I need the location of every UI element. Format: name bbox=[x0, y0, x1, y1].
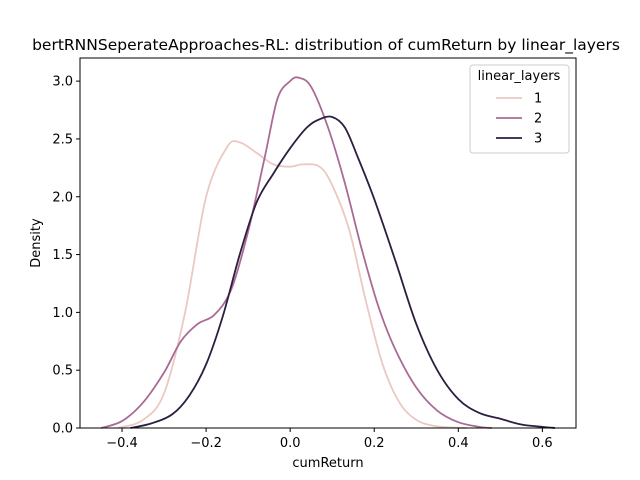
x-tick-label: 0.2 bbox=[364, 436, 385, 451]
y-tick-label: 1.0 bbox=[52, 306, 73, 321]
legend: linear_layers 1 2 3 bbox=[469, 64, 570, 154]
legend-box bbox=[469, 64, 570, 154]
x-axis: −0.4 −0.2 0.0 0.2 0.4 0.6 bbox=[106, 428, 553, 451]
y-tick-label: 2.0 bbox=[52, 190, 73, 205]
legend-label-1: 1 bbox=[534, 92, 542, 107]
x-tick-label: 0.4 bbox=[448, 436, 469, 451]
series-line-2 bbox=[100, 76, 493, 429]
legend-title: linear_layers bbox=[478, 69, 561, 84]
y-axis: 0.0 0.5 1.0 1.5 2.0 2.5 3.0 bbox=[52, 75, 80, 437]
series-line-1 bbox=[117, 140, 467, 429]
y-tick-label: 1.5 bbox=[52, 248, 73, 263]
plot-frame bbox=[79, 57, 577, 429]
chart-title: bertRNNSeperateApproaches-RL: distributi… bbox=[32, 36, 620, 55]
x-tick-label: 0.0 bbox=[280, 436, 301, 451]
x-tick-label: 0.6 bbox=[532, 436, 553, 451]
y-tick-label: 2.5 bbox=[52, 132, 73, 147]
x-tick-label: −0.2 bbox=[190, 436, 222, 451]
y-tick-label: 0.0 bbox=[52, 422, 73, 437]
y-axis-title: Density bbox=[29, 218, 44, 268]
y-tick-label: 3.0 bbox=[52, 75, 73, 90]
series-line-3 bbox=[130, 115, 556, 429]
y-tick-label: 0.5 bbox=[52, 364, 73, 379]
legend-entries: 1 2 3 bbox=[496, 92, 542, 147]
legend-label-3: 3 bbox=[534, 132, 542, 147]
x-axis-title: cumReturn bbox=[292, 456, 363, 471]
x-tick-label: −0.4 bbox=[106, 436, 138, 451]
plot-area bbox=[79, 57, 577, 429]
series-lines bbox=[100, 76, 556, 429]
legend-label-2: 2 bbox=[534, 112, 542, 127]
